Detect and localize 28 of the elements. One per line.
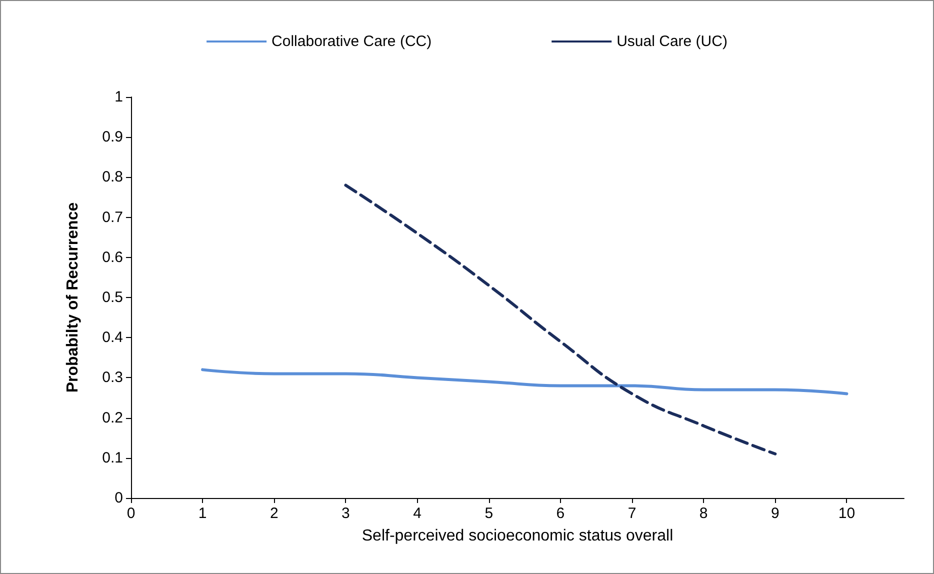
y-axis-title: Probabilty of Recurrence: [64, 202, 82, 393]
x-tick-label: 0: [126, 505, 136, 522]
y-tick-label: 0: [114, 490, 123, 506]
x-tick-label: 6: [556, 505, 565, 522]
y-tick-label: 0.8: [102, 168, 123, 186]
y-tick-label: 0.3: [102, 369, 123, 386]
y-tick-label: 0.7: [102, 208, 123, 226]
y-tick-label: 0.4: [102, 329, 123, 346]
x-tick-label: 4: [413, 505, 422, 522]
x-tick-label: 8: [699, 505, 708, 522]
y-tick-label: 0.2: [102, 409, 123, 426]
x-tick-label: 2: [270, 505, 278, 522]
x-tick-label: 1: [198, 505, 207, 522]
legend-label: Collaborative Care (CC): [272, 33, 432, 50]
x-tick-label: 5: [484, 505, 494, 522]
x-axis-title: Self-perceived socioeconomic status overall: [362, 528, 674, 544]
x-tick-label: 9: [770, 505, 780, 522]
line-series: [201, 368, 848, 396]
y-tick-label: 0.9: [102, 128, 123, 146]
legend-label: Usual Care (UC): [616, 33, 728, 50]
x-tick-label: 3: [342, 505, 350, 522]
line-series: [344, 184, 777, 456]
y-tick-label: 0.6: [102, 248, 123, 266]
x-tick-label: 7: [628, 505, 636, 522]
y-tick-label: 0.5: [102, 289, 123, 306]
x-tick-label: 10: [838, 505, 856, 522]
y-tick-label: 1: [114, 88, 123, 106]
y-tick-label: 0.1: [102, 449, 123, 466]
